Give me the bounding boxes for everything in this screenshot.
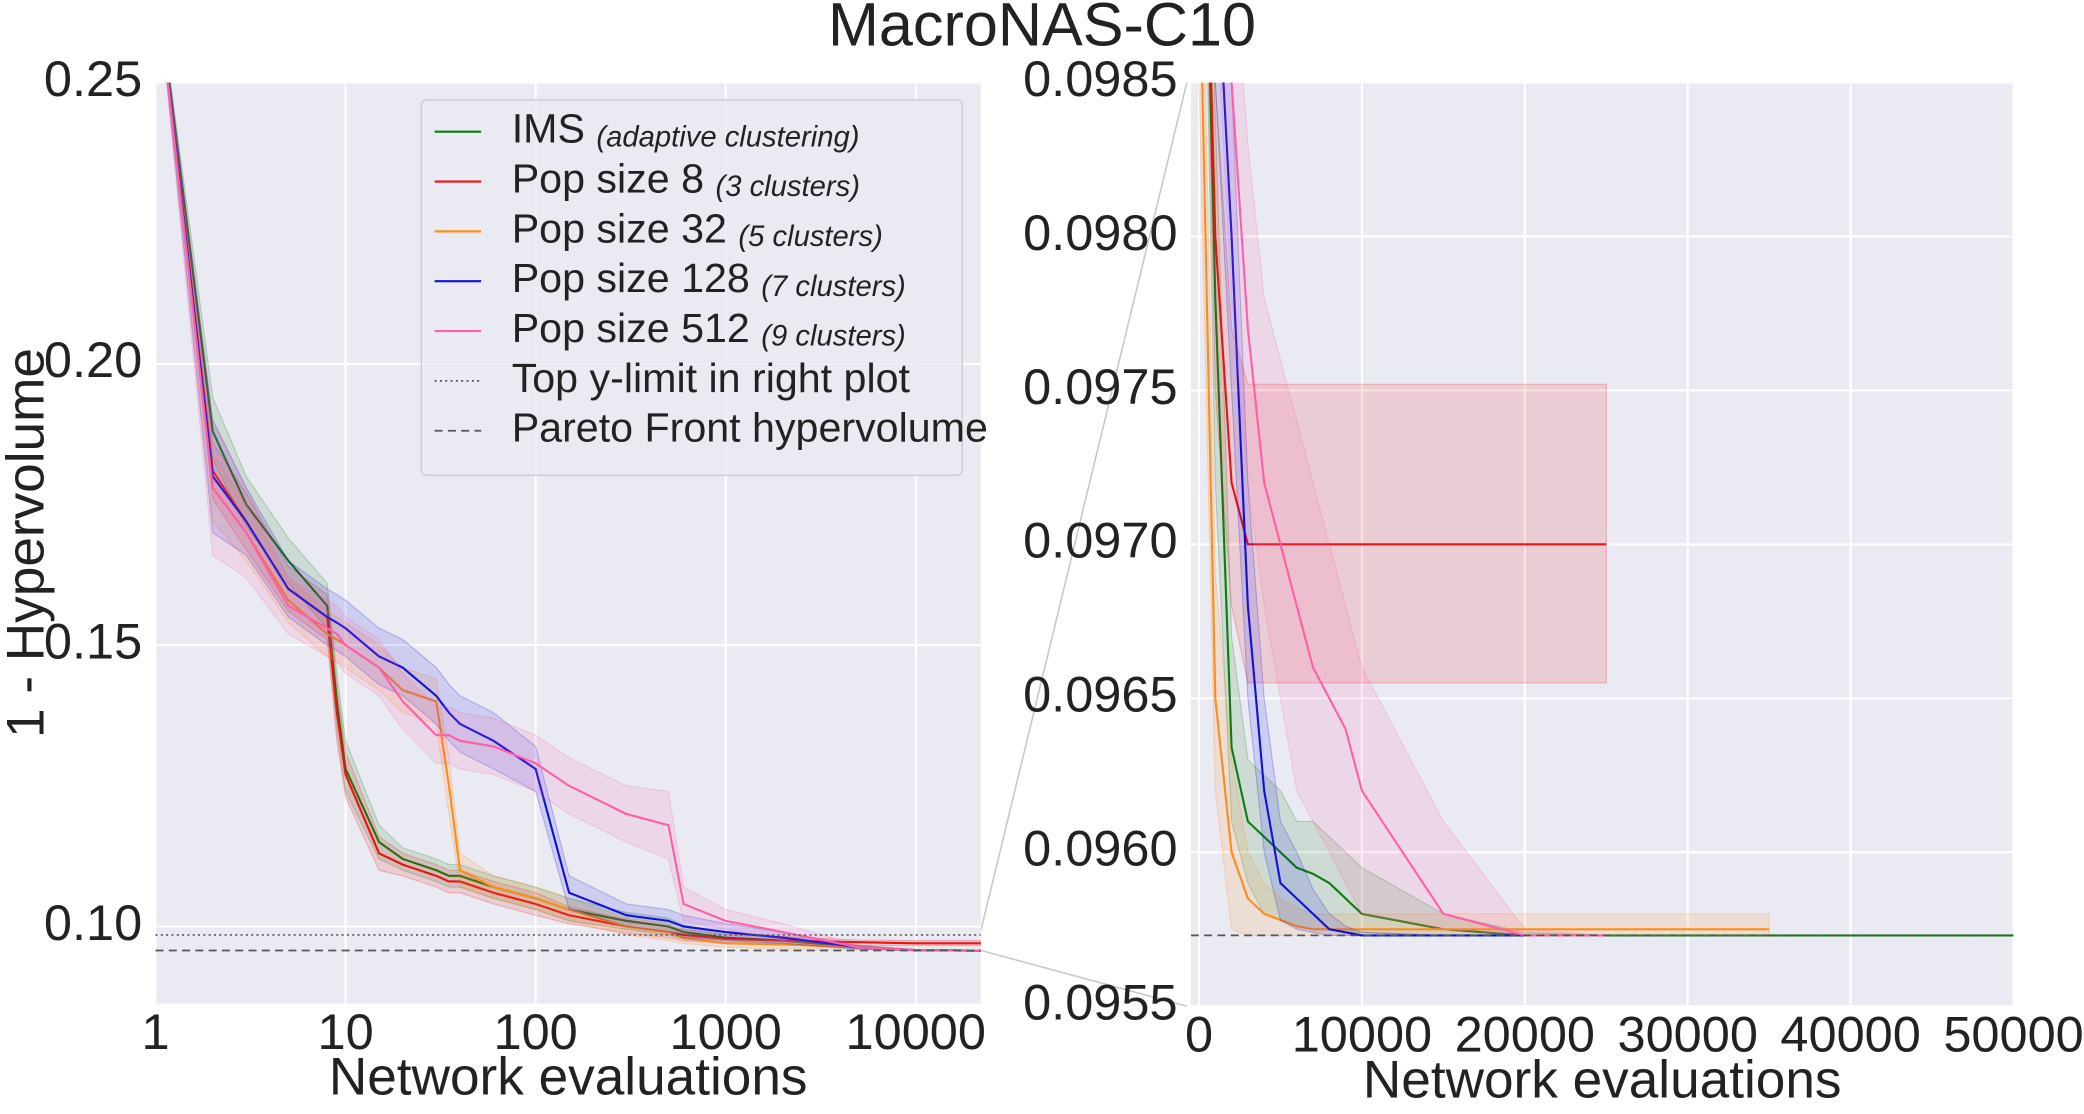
y-axis-label: 1 - Hypervolume: [0, 348, 55, 738]
x-axis-label: Network evaluations: [1363, 1050, 1842, 1109]
legend-label: Pop size 8 (3 clusters): [512, 155, 860, 202]
y-tick-label: 0.25: [44, 50, 142, 107]
plot-area: [1190, 82, 2014, 937]
legend-label: IMS (adaptive clustering): [512, 106, 860, 153]
y-tick-label: 0.0975: [1023, 358, 1177, 415]
legend-name: Pop size 512: [512, 305, 750, 351]
legend-note: (5 clusters): [738, 221, 883, 253]
legend-note: (adaptive clustering): [596, 121, 859, 153]
x-tick-label: 1000: [670, 1003, 782, 1060]
x-axis-label: Network evaluations: [329, 1048, 808, 1107]
figure-title: MacroNAS-C10: [828, 0, 1256, 58]
x-tick-label: 10000: [1292, 1005, 1432, 1062]
legend-name: Top y-limit in right plot: [512, 355, 911, 401]
x-tick-label: 30000: [1618, 1005, 1758, 1062]
zoom-connector: [980, 82, 1188, 931]
legend-label: Top y-limit in right plot: [512, 355, 911, 401]
series-line: [1222, 82, 1525, 937]
y-tick-label: 0.0965: [1023, 666, 1177, 723]
confidence-band: [166, 82, 981, 952]
legend-label: Pop size 128 (7 clusters): [512, 255, 906, 302]
y-tick-label: 0.10: [44, 894, 142, 951]
y-tick-label: 0.0985: [1023, 50, 1177, 107]
legend-name: Pareto Front hypervolume: [512, 405, 988, 451]
legend-label: Pop size 32 (5 clusters): [512, 205, 883, 252]
y-tick-label: 0.0970: [1023, 512, 1177, 569]
confidence-band: [168, 82, 981, 952]
confidence-band: [1214, 82, 1525, 936]
y-tick-label: 0.0980: [1023, 204, 1177, 261]
series-line: [1210, 82, 1607, 546]
confidence-band: [165, 82, 981, 952]
y-tick-label: 0.20: [44, 331, 142, 388]
legend-note: (9 clusters): [761, 320, 906, 352]
zoom-connector: [980, 949, 1188, 1007]
legend-name: Pop size 8: [512, 155, 704, 201]
x-tick-label: 100: [494, 1003, 578, 1060]
confidence-band: [166, 82, 981, 952]
confidence-band: [1208, 82, 1607, 684]
x-tick-label: 10000: [846, 1003, 986, 1060]
legend-label: Pareto Front hypervolume: [512, 405, 988, 451]
series-line: [166, 82, 981, 952]
x-tick-label: 1: [141, 1003, 169, 1060]
x-tick-label: 10: [317, 1003, 373, 1060]
x-tick-label: 20000: [1455, 1005, 1595, 1062]
legend-label: Pop size 512 (9 clusters): [512, 305, 906, 352]
legend-box: [420, 99, 963, 476]
series-line: [1230, 82, 1607, 937]
legend-note: (3 clusters): [715, 171, 859, 203]
legend-name: IMS: [512, 106, 585, 152]
y-tick-label: 0.15: [44, 613, 142, 670]
x-tick-label: 40000: [1780, 1005, 1920, 1062]
x-tick-label: 50000: [1943, 1005, 2083, 1062]
series-line: [167, 82, 981, 952]
plot-area: [155, 82, 981, 952]
x-tick-label: 0: [1185, 1005, 1213, 1062]
legend-note: (7 clusters): [761, 271, 906, 303]
confidence-band: [167, 82, 981, 947]
legend-name: Pop size 32: [512, 205, 727, 251]
y-tick-label: 0.0960: [1023, 820, 1177, 877]
y-tick-label: 0.0955: [1023, 974, 1177, 1031]
series-line: [166, 82, 981, 952]
legend-name: Pop size 128: [512, 255, 750, 301]
